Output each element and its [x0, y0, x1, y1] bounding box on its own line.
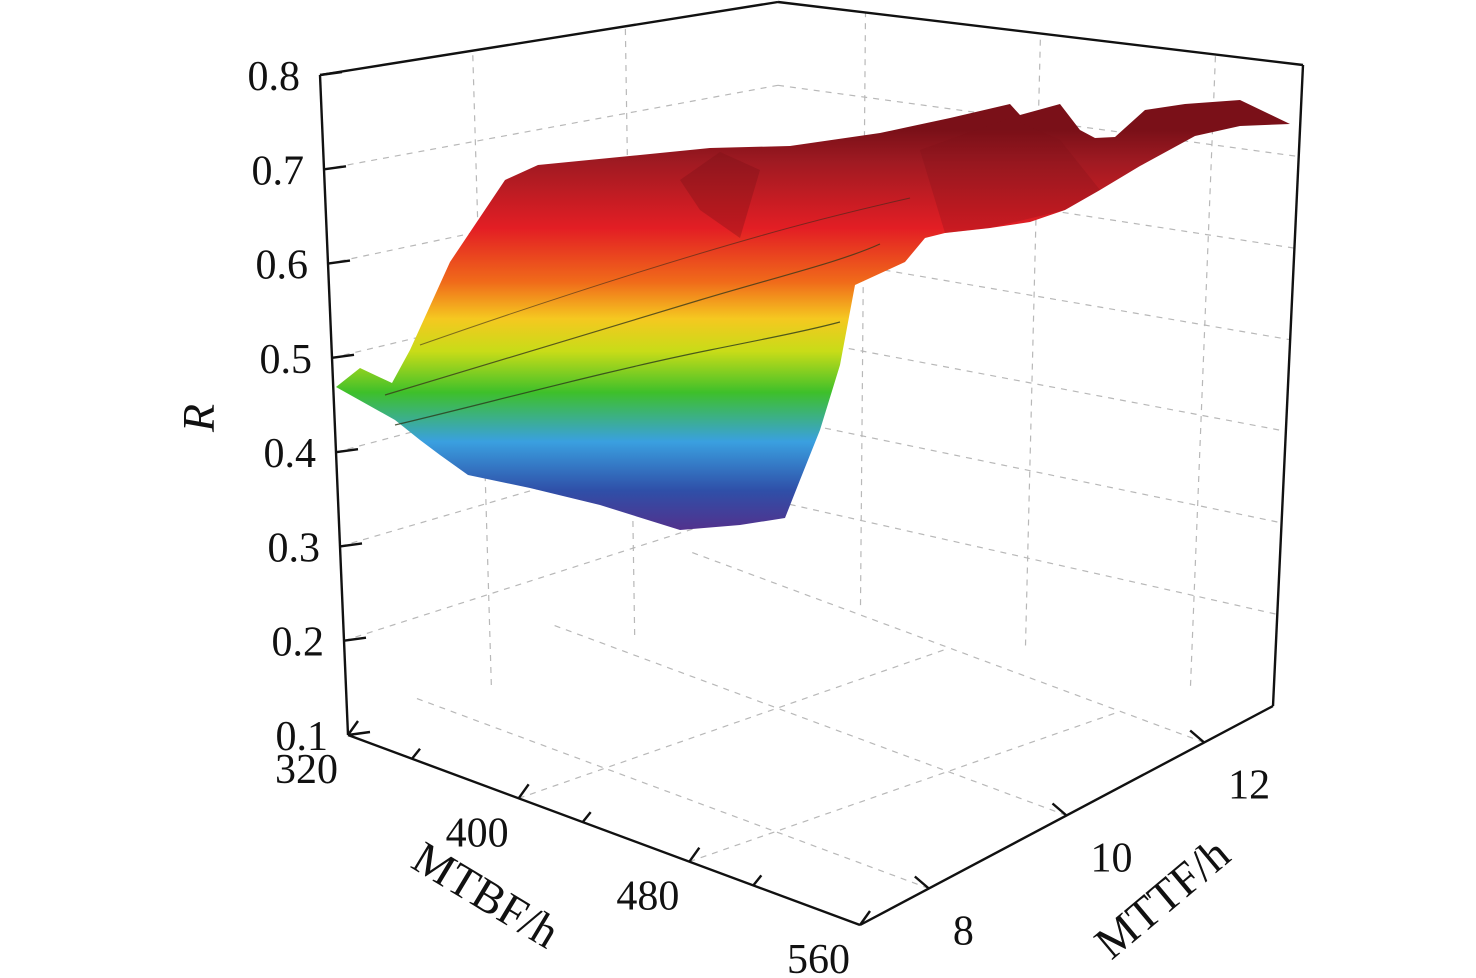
x-tick-label: 400	[446, 810, 509, 856]
x-minor-tick	[581, 811, 592, 823]
contour-line-3	[419, 197, 911, 346]
grid-line-y-floor	[691, 551, 1205, 744]
z-tick-label: 0.6	[256, 243, 309, 289]
contour-line-2	[394, 321, 841, 426]
z-tick-label: 0.8	[248, 54, 301, 100]
z-tick	[327, 259, 351, 265]
y-tick-label: 8	[953, 909, 974, 955]
x-tick	[517, 783, 530, 800]
y-tick	[1189, 729, 1205, 744]
z-axis-title: R	[173, 404, 224, 433]
z-tick	[319, 70, 343, 77]
z-tick	[323, 165, 347, 171]
z-axis-line	[318, 74, 350, 736]
grid-line-z	[777, 334, 1286, 432]
z-tick	[347, 730, 371, 737]
y-tick-label: 10	[1091, 836, 1133, 882]
box-edge	[777, 0, 1304, 67]
y-tick	[1051, 802, 1068, 817]
z-tick-label: 0.3	[268, 525, 321, 571]
surface-shade-right	[920, 118, 1100, 233]
axes-box	[318, 0, 1305, 736]
axis-ticks	[319, 70, 1205, 926]
grid-line-y	[859, 12, 867, 606]
x-minor-tick	[752, 874, 763, 887]
grid-line-z	[323, 84, 779, 170]
box-edge	[319, 0, 779, 77]
tick-labels: 0.1 0.2 0.3 0.4 0.5 0.6 0.7 0.8 320 400 480 560 8 10 1…	[248, 54, 1271, 978]
box-edge	[1271, 64, 1305, 707]
z-tick	[335, 447, 359, 454]
z-tick-label: 0.1	[276, 714, 329, 760]
x-tick	[347, 720, 359, 736]
grid-line-y	[1189, 54, 1217, 686]
x-minor-tick	[411, 748, 421, 760]
x-axis-line	[347, 733, 861, 927]
z-tick	[343, 636, 367, 642]
y-tick-label: 12	[1228, 763, 1270, 809]
grid-line-y-floor	[416, 697, 930, 890]
grid-line-z	[343, 501, 779, 642]
contour-line-1	[384, 243, 881, 396]
grid-line-x-floor	[689, 711, 1120, 863]
z-tick	[339, 542, 363, 548]
x-tick-label: 320	[275, 747, 338, 793]
surface-mesh	[336, 100, 1290, 530]
z-tick-label: 0.7	[252, 148, 305, 194]
x-tick-label: 480	[616, 874, 679, 920]
x-tick-label: 560	[787, 937, 850, 978]
x-tick	[859, 910, 871, 926]
grid-line-x-floor	[518, 647, 949, 799]
surface	[336, 100, 1290, 530]
surface-shade-top	[680, 152, 760, 238]
grid-line-z	[777, 417, 1282, 524]
z-tick	[331, 353, 355, 360]
x-tick	[688, 846, 701, 863]
y-tick	[914, 875, 930, 890]
z-tick-label: 0.2	[272, 620, 325, 666]
z-tick-label: 0.5	[260, 337, 313, 383]
grid-line-y-floor	[554, 624, 1067, 817]
z-tick-label: 0.4	[264, 431, 317, 477]
